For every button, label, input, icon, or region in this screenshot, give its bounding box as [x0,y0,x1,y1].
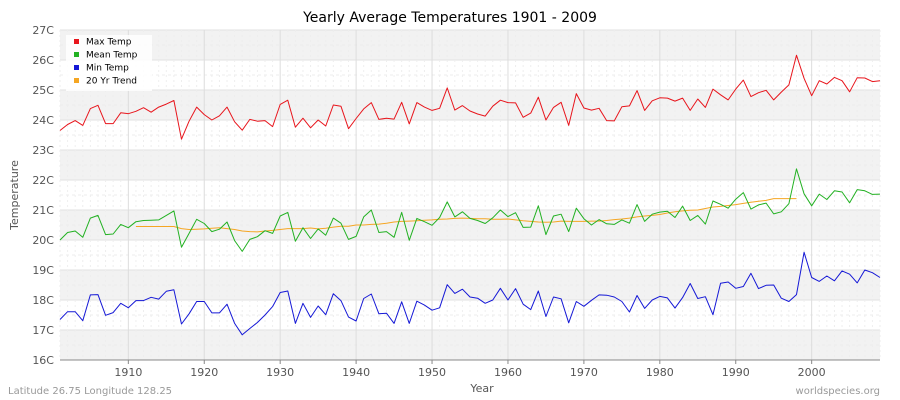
legend-label: Min Temp [86,64,129,74]
legend-swatch [74,78,79,83]
y-tick-label: 19C [32,264,54,277]
x-tick-label: 1990 [722,366,750,379]
x-axis-label: Year [469,382,494,395]
legend: Max Temp Mean Temp Min Temp 20 Yr Trend [66,35,152,91]
y-tick-label: 23C [32,144,54,157]
legend-label: Max Temp [86,38,132,48]
x-tick-label: 1960 [494,366,522,379]
x-tick-label: 1970 [570,366,598,379]
x-tick-label: 1930 [266,366,294,379]
series-lines [59,54,881,336]
y-tick-label: 24C [32,114,54,127]
legend-swatch [74,52,79,57]
y-tick-label: 17C [32,324,54,337]
gridlines [59,29,881,361]
location-label: Latitude 26.75 Longitude 128.25 [8,386,172,397]
x-tick-label: 2000 [798,366,826,379]
y-tick-label: 27C [32,24,54,37]
x-tick-labels: 1910 1920 1930 1940 1950 1960 1970 1980 1990 2000 [114,360,826,379]
x-tick-label: 1910 [114,366,142,379]
legend-swatch [74,65,79,70]
chart-title: Yearly Average Temperatures 1901 - 2009 [302,10,597,26]
legend-label: Mean Temp [86,51,138,61]
x-tick-label: 1950 [418,366,446,379]
legend-label: 20 Yr Trend [86,77,137,87]
x-tick-label: 1980 [646,366,674,379]
x-tick-label: 1920 [190,366,218,379]
y-tick-label: 22C [32,174,54,187]
y-tick-label: 18C [32,294,54,307]
y-tick-label: 26C [32,54,54,67]
legend-swatch [74,39,79,44]
series-line-min-temp [59,251,881,336]
series-line-max-temp [59,54,881,140]
series-line-20-yr-trend [135,198,797,233]
y-tick-label: 25C [32,84,54,97]
y-axis-label: Temperature [8,160,21,231]
series-line-mean-temp [59,168,881,252]
legend-box [66,35,152,91]
y-tick-label: 21C [32,204,54,217]
y-tick-labels: 16C 17C 18C 19C 20C 21C 22C 23C 24C 25C 26C 27C [32,24,54,367]
y-tick-label: 20C [32,234,54,247]
x-tick-label: 1940 [342,366,370,379]
source-label: worldspecies.org [796,386,880,397]
y-tick-label: 16C [32,354,54,367]
